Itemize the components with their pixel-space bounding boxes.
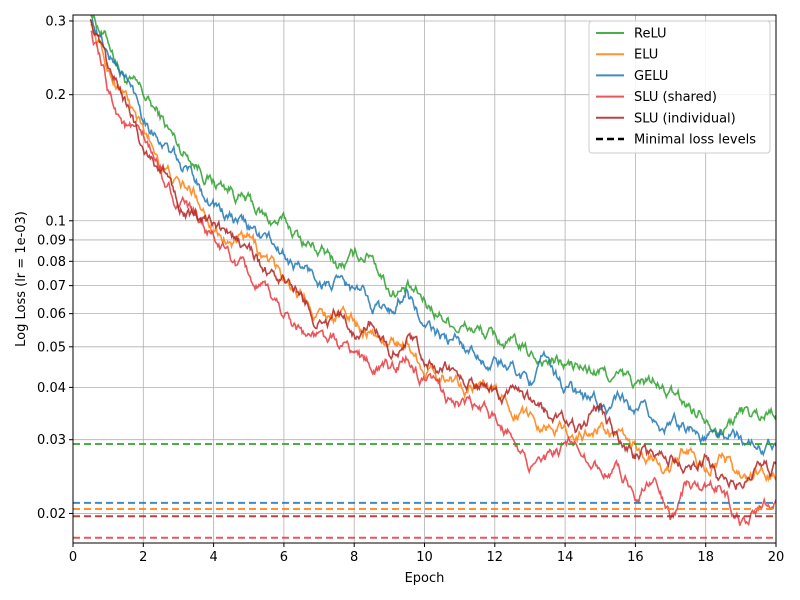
- y-tick-label: 0.03: [37, 433, 66, 448]
- legend-label-gelu: GELU: [634, 69, 668, 84]
- x-axis-label: Epoch: [405, 571, 445, 586]
- y-tick-label: 0.2: [45, 88, 66, 103]
- x-tick-label: 16: [627, 550, 644, 565]
- series-line-slu-individual: [89, 19, 776, 490]
- y-tick-label: 0.09: [37, 233, 66, 248]
- legend-label-slu-shared: SLU (shared): [634, 90, 717, 105]
- y-tick-label: 0.06: [37, 307, 66, 322]
- series-line-elu: [90, 23, 776, 483]
- x-tick-label: 12: [487, 550, 504, 565]
- series-line-relu: [90, 15, 776, 439]
- y-tick-label: 0.04: [37, 381, 66, 396]
- x-tick-label: 14: [557, 550, 574, 565]
- legend: ReLU ELU GELU SLU (shared) SLU (individual) M…: [588, 20, 771, 154]
- minimal-loss-lines: [73, 443, 776, 539]
- x-axis-ticks: 0 2 4 6 8 10 12 14 16 18 20: [69, 543, 784, 565]
- legend-label-elu: ELU: [634, 48, 658, 63]
- y-tick-label: 0.02: [37, 507, 66, 522]
- y-axis-label: Log Loss (lr = 1e-03): [14, 211, 29, 347]
- y-tick-label: 0.3: [45, 14, 66, 29]
- legend-label-slu-individual: SLU (individual): [634, 111, 736, 126]
- y-tick-label: 0.1: [45, 214, 66, 229]
- y-axis-ticks: 0.02 0.03 0.04 0.05 0.06 0.07 0.08 0.09 0.1 0.2 0.…: [37, 14, 73, 522]
- x-tick-label: 10: [416, 550, 433, 565]
- series-line-slu-shared: [90, 30, 776, 527]
- x-tick-label: 2: [139, 550, 147, 565]
- x-tick-label: 6: [280, 550, 288, 565]
- x-tick-label: 18: [697, 550, 714, 565]
- series-line-gelu: [89, 18, 776, 457]
- legend-label-minimal-loss-levels: Minimal loss levels: [634, 133, 756, 148]
- x-tick-label: 20: [768, 550, 785, 565]
- x-tick-label: 4: [209, 550, 217, 565]
- x-tick-label: 8: [350, 550, 358, 565]
- series-group: [89, 15, 776, 527]
- y-tick-label: 0.05: [37, 340, 66, 355]
- legend-label-relu: ReLU: [634, 27, 667, 42]
- y-tick-label: 0.08: [37, 255, 66, 270]
- legend-box: [588, 20, 771, 154]
- x-tick-label: 0: [69, 550, 77, 565]
- y-tick-label: 0.07: [37, 279, 66, 294]
